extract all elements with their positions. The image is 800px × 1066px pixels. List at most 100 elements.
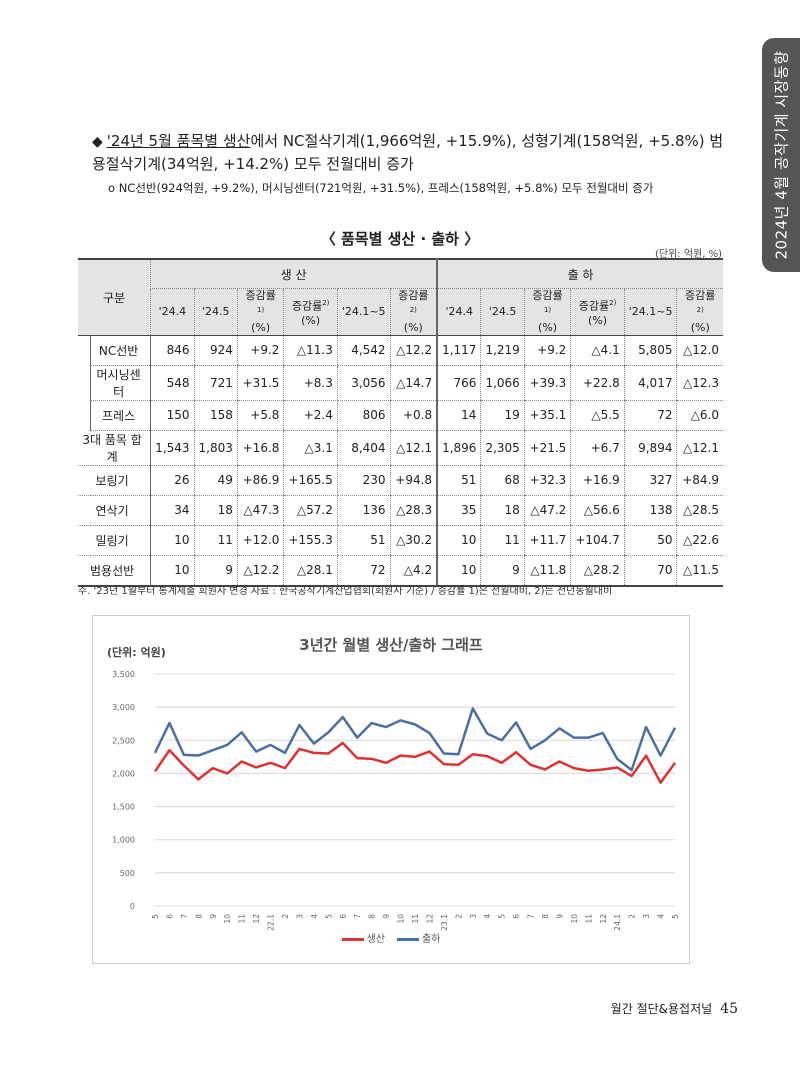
column-header: 증감률2) (%) bbox=[676, 288, 723, 336]
table-cell: △28.5 bbox=[676, 495, 723, 526]
row-label: 3대 품목 합계 bbox=[78, 430, 151, 466]
legend-label: 생산 bbox=[366, 934, 385, 945]
table-cell: 2,305 bbox=[480, 430, 525, 466]
x-tick-label: 11 bbox=[584, 914, 593, 924]
x-tick-label: 2 bbox=[454, 914, 463, 919]
table-row: 머시닝센터 548 721 +31.5 +8.3 3,056 △14.7 766 1,066 +3… bbox=[78, 365, 723, 401]
table-cell: 1,896 bbox=[436, 430, 481, 466]
column-header: '24.4 bbox=[436, 288, 481, 336]
x-tick-label: 8 bbox=[541, 914, 550, 919]
x-tick-label: 10 bbox=[223, 914, 232, 924]
table-cell: 11 bbox=[480, 525, 525, 556]
table-cell: 150 bbox=[150, 400, 195, 431]
table-cell: 548 bbox=[150, 365, 195, 401]
x-tick-label: 8 bbox=[368, 914, 377, 919]
chart-unit-label: (단위: 억원) bbox=[107, 646, 166, 659]
x-tick-label: 4 bbox=[310, 914, 319, 919]
x-tick-label: 7 bbox=[527, 914, 536, 919]
diamond-bullet-icon: ◆ bbox=[92, 134, 103, 150]
table-cell: 4,542 bbox=[336, 335, 391, 366]
header-production: 생 산 bbox=[150, 259, 438, 289]
x-tick-label: 8 bbox=[194, 914, 203, 919]
table-cell: 1,066 bbox=[480, 365, 525, 401]
table-cell: 4,017 bbox=[623, 365, 677, 401]
table-cell: △14.7 bbox=[389, 365, 438, 401]
y-tick-label: 3,500 bbox=[112, 670, 135, 679]
sub-bullet: o NC선반(924억원, +9.2%), 머시닝센터(721억원, +31.5… bbox=[108, 181, 654, 195]
table-cell: △12.3 bbox=[676, 365, 723, 401]
table-cell: +9.2 bbox=[236, 335, 284, 366]
x-tick-label: 10 bbox=[570, 914, 579, 924]
chart-container: 3년간 월별 생산/출하 그래프 (단위: 억원) 0 500 1,000 1,500… bbox=[92, 615, 690, 964]
table-cell: 1,219 bbox=[480, 335, 525, 366]
legend-label: 출하 bbox=[422, 934, 441, 945]
row-label: 머시닝센터 bbox=[90, 365, 151, 401]
table-cell: +86.9 bbox=[236, 465, 284, 496]
column-header: 증감률1) (%) bbox=[236, 288, 284, 336]
y-tick-label: 2,000 bbox=[112, 769, 135, 778]
table-cell: △11.8 bbox=[523, 555, 571, 587]
section-side-tab: 2024년 4월 공작기계 시장동향 bbox=[762, 38, 800, 272]
x-tick-label: 22.1 bbox=[267, 914, 276, 931]
table-cell: 72 bbox=[336, 555, 391, 587]
x-tick-label: 11 bbox=[238, 914, 247, 924]
table-cell: +11.7 bbox=[523, 525, 571, 556]
bullet-lead: '24년 5월 품목별 생산 bbox=[106, 132, 251, 150]
table-row: 밀링기 10 11 +12.0 +155.3 51 △30.2 10 11 +11.7 +104.7… bbox=[78, 525, 723, 556]
table-cell: 1,543 bbox=[150, 430, 195, 466]
x-tick-label: 2 bbox=[628, 914, 637, 919]
column-header: 증감률2) (%) bbox=[570, 288, 625, 336]
table-cell: △28.3 bbox=[389, 495, 438, 526]
table-cell: 11 bbox=[193, 525, 238, 556]
row-label: 프레스 bbox=[90, 400, 151, 431]
table-cell: +6.7 bbox=[570, 430, 625, 466]
table-cell: +84.9 bbox=[676, 465, 723, 496]
table-cell: 9,894 bbox=[623, 430, 677, 466]
header-category: 구분 bbox=[78, 259, 151, 336]
series-line-출하 bbox=[153, 707, 677, 772]
y-tick-label: 1,000 bbox=[112, 836, 135, 845]
table-cell: 51 bbox=[336, 525, 391, 556]
table-cell: △12.0 bbox=[676, 335, 723, 366]
column-header: 증감률1) (%) bbox=[523, 288, 571, 336]
table-note: 주. '23년 1월부터 통계제출 회원사 변경 자료 : 한국공작기계산업협회… bbox=[78, 586, 613, 597]
table-cell: △12.2 bbox=[389, 335, 438, 366]
table-cell: 327 bbox=[623, 465, 677, 496]
group-indent bbox=[78, 335, 91, 366]
table-cell: △47.2 bbox=[523, 495, 571, 526]
legend-swatch bbox=[397, 937, 419, 941]
page-number: 45 bbox=[720, 1001, 738, 1017]
table-cell: 18 bbox=[480, 495, 525, 526]
table-cell: △4.1 bbox=[570, 335, 625, 366]
table-cell: +31.5 bbox=[236, 365, 284, 401]
table-cell: △28.2 bbox=[570, 555, 625, 587]
table-row: 프레스 150 158 +5.8 +2.4 806 +0.8 14 19 +35.1 △5.5 72 △… bbox=[78, 400, 723, 431]
table-cell: 1,803 bbox=[193, 430, 238, 466]
x-tick-label: 3 bbox=[469, 914, 478, 919]
table-cell: △22.6 bbox=[676, 525, 723, 556]
chart-title: 3년간 월별 생산/출하 그래프 bbox=[299, 636, 483, 654]
summary-bullet: ◆ '24년 5월 품목별 생산에서 NC절삭기계(1,966억원, +15.9%… bbox=[92, 130, 732, 175]
x-tick-label: 9 bbox=[382, 914, 391, 919]
table-cell: +8.3 bbox=[283, 365, 338, 401]
x-tick-label: 6 bbox=[512, 914, 521, 919]
table-cell: +12.0 bbox=[236, 525, 284, 556]
x-tick-label: 12 bbox=[425, 914, 434, 924]
table-cell: 721 bbox=[193, 365, 238, 401]
table-row: NC선반 846 924 +9.2 △11.3 4,542 △12.2 1,117 1,219 +… bbox=[78, 335, 723, 366]
legend-swatch bbox=[341, 937, 364, 941]
table-cell: 8,404 bbox=[336, 430, 391, 466]
production-shipment-table: 구분 생 산 출 하 '24.4'24.5 증감률1) (%) 증감률2) (%) '24… bbox=[78, 258, 723, 587]
table-cell: △6.0 bbox=[676, 400, 723, 431]
table-cell: 10 bbox=[436, 555, 481, 587]
table-cell: 26 bbox=[150, 465, 195, 496]
x-tick-label: 7 bbox=[180, 914, 189, 919]
row-label: 보링기 bbox=[78, 465, 151, 496]
table-cell: △11.5 bbox=[676, 555, 723, 587]
table-cell: 5,805 bbox=[623, 335, 677, 366]
table-cell: △5.5 bbox=[570, 400, 625, 431]
table-title: 〈 품목별 생산 · 출하 〉 bbox=[320, 230, 480, 248]
table-cell: 3,056 bbox=[336, 365, 391, 401]
series-line-생산 bbox=[153, 741, 677, 784]
table-cell: +94.8 bbox=[389, 465, 438, 496]
